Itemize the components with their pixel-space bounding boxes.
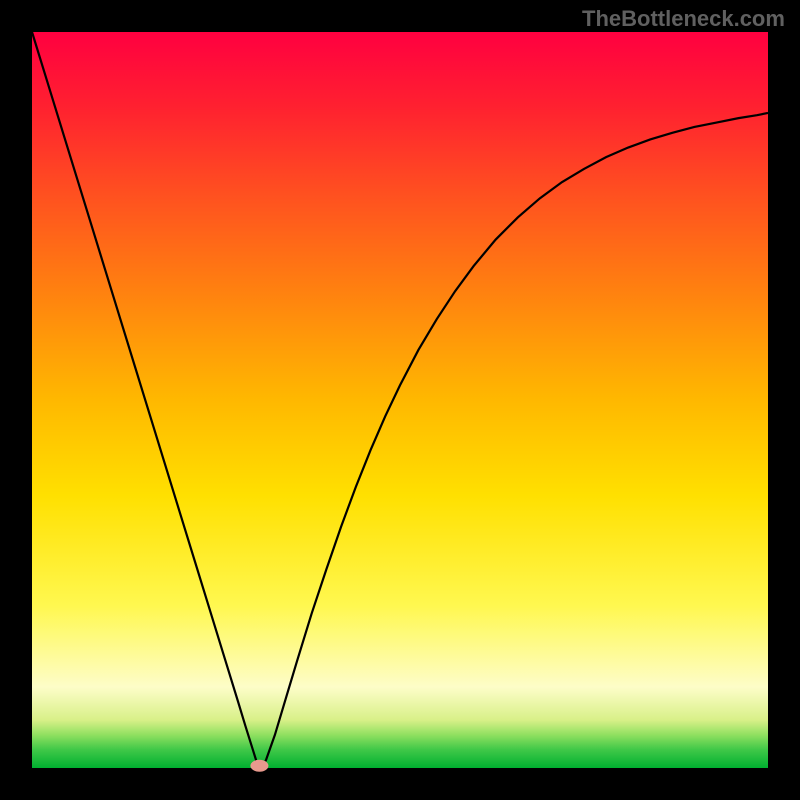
bottleneck-chart: TheBottleneck.com	[0, 0, 800, 800]
plot-background	[32, 32, 768, 768]
watermark-text: TheBottleneck.com	[582, 6, 785, 32]
chart-svg	[0, 0, 800, 800]
optimal-point-marker	[250, 760, 268, 772]
